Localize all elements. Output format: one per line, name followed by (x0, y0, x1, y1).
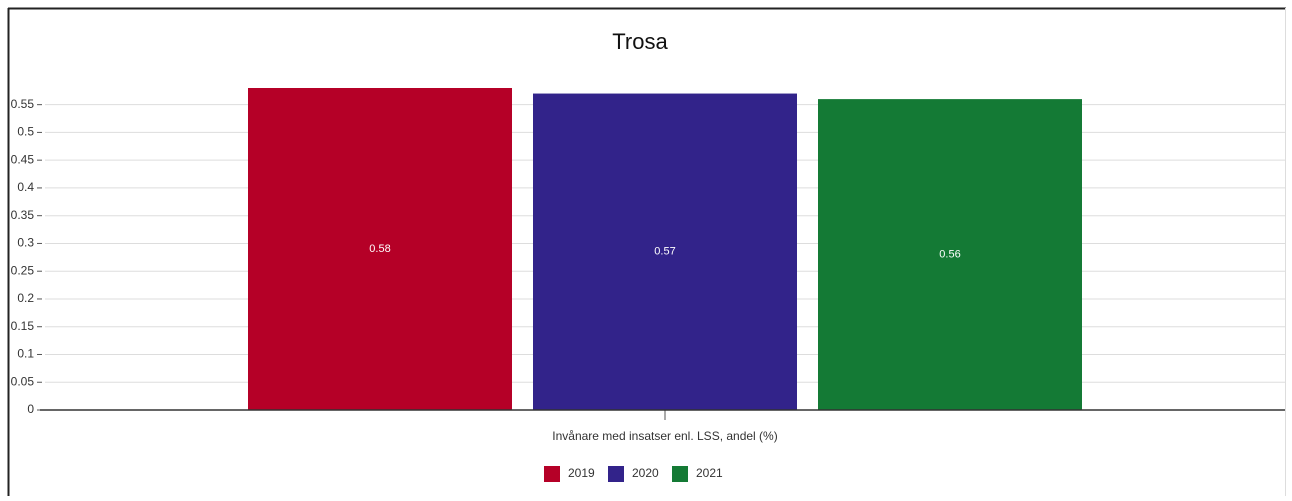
bar-value-label: 0.56 (939, 248, 960, 260)
y-tick-label: 0.05 (11, 374, 35, 388)
y-tick-label: 0.1 (17, 347, 34, 361)
y-tick-label: 0.3 (17, 236, 34, 250)
y-tick-label: 0.5 (17, 125, 34, 139)
legend-swatch (544, 466, 560, 482)
bar-value-label: 0.57 (654, 246, 675, 258)
x-tick-label: Invånare med insatser enl. LSS, andel (%… (552, 429, 777, 443)
chart-title: Trosa (612, 29, 668, 54)
legend-label: 2019 (568, 466, 595, 480)
y-tick-label: 0.4 (17, 180, 34, 194)
legend-label: 2021 (696, 466, 723, 480)
y-tick-label: 0.35 (11, 208, 35, 222)
bar (533, 93, 797, 410)
y-tick-label: 0.15 (11, 319, 35, 333)
bar-value-label: 0.58 (369, 243, 390, 255)
y-tick-label: 0.2 (17, 291, 34, 305)
y-tick-label: 0.45 (11, 152, 35, 166)
bar (248, 88, 512, 410)
legend-swatch (672, 466, 688, 482)
y-tick-label: 0 (27, 402, 34, 416)
legend-swatch (608, 466, 624, 482)
legend-label: 2020 (632, 466, 659, 480)
y-tick-label: 0.25 (11, 263, 35, 277)
y-tick-label: 0.55 (11, 97, 35, 111)
bar (818, 99, 1082, 410)
